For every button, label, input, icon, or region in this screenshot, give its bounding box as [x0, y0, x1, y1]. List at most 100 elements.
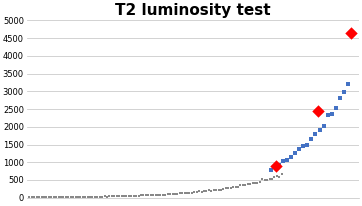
Point: [194, 191, 200, 194]
Point: [203, 189, 209, 192]
Point: [233, 186, 239, 189]
Point: [266, 178, 272, 181]
Point: [262, 178, 268, 181]
Point: [245, 183, 251, 186]
Point: [341, 90, 347, 94]
Point: [131, 194, 136, 197]
Point: [56, 195, 62, 199]
Point: [213, 188, 219, 191]
Point: [53, 195, 59, 199]
Point: [269, 177, 275, 180]
Point: [288, 156, 294, 159]
Point: [104, 195, 110, 198]
Point: [218, 188, 224, 192]
Point: [240, 183, 246, 186]
Point: [26, 196, 32, 199]
Point: [274, 174, 280, 178]
Point: [119, 194, 125, 198]
Point: [114, 195, 119, 198]
Point: [237, 184, 243, 187]
Point: [223, 187, 229, 190]
Point: [292, 152, 298, 155]
Point: [333, 107, 339, 110]
Point: [99, 195, 105, 198]
Point: [49, 195, 54, 199]
Point: [68, 195, 73, 199]
Point: [41, 196, 47, 199]
Point: [315, 109, 320, 112]
Point: [153, 193, 159, 197]
Point: [273, 164, 279, 167]
Point: [189, 191, 195, 194]
Point: [34, 196, 39, 199]
Point: [228, 186, 233, 190]
Point: [146, 194, 151, 197]
Point: [63, 195, 69, 199]
Point: [300, 144, 306, 148]
Point: [280, 159, 286, 163]
Point: [252, 181, 258, 185]
Point: [121, 194, 127, 198]
Point: [247, 182, 253, 185]
Point: [209, 189, 214, 192]
Point: [321, 124, 327, 127]
Point: [116, 194, 122, 198]
Point: [220, 187, 226, 190]
Point: [36, 196, 42, 199]
Point: [143, 194, 149, 197]
Point: [51, 195, 56, 199]
Point: [111, 195, 117, 198]
Point: [136, 194, 142, 197]
Point: [150, 193, 156, 197]
Point: [157, 193, 163, 196]
Point: [329, 112, 335, 115]
Point: [73, 195, 79, 199]
Point: [29, 196, 35, 199]
Point: [66, 195, 71, 199]
Point: [196, 190, 202, 193]
Point: [82, 195, 88, 198]
Point: [201, 190, 207, 193]
Point: [268, 168, 273, 171]
Point: [85, 195, 90, 198]
Point: [39, 196, 45, 199]
Point: [264, 178, 270, 181]
Point: [254, 181, 260, 184]
Point: [235, 185, 241, 188]
Point: [191, 191, 197, 194]
Point: [138, 194, 144, 197]
Point: [165, 193, 171, 196]
Point: [102, 195, 108, 198]
Point: [70, 195, 76, 199]
Point: [90, 195, 96, 198]
Point: [243, 183, 248, 186]
Point: [31, 196, 37, 199]
Point: [77, 195, 83, 199]
Point: [182, 192, 188, 195]
Point: [308, 137, 314, 140]
Point: [337, 96, 343, 100]
Point: [345, 83, 351, 86]
Point: [155, 193, 161, 196]
Point: [211, 188, 216, 192]
Point: [160, 193, 166, 196]
Point: [259, 178, 265, 181]
Point: [325, 114, 331, 117]
Point: [123, 194, 129, 198]
Point: [272, 175, 277, 179]
Point: [226, 186, 231, 190]
Point: [162, 193, 168, 196]
Point: [199, 190, 205, 193]
Point: [97, 195, 103, 198]
Point: [126, 194, 132, 198]
Point: [230, 186, 236, 189]
Point: [172, 192, 178, 195]
Point: [206, 189, 212, 192]
Point: [186, 191, 192, 195]
Point: [174, 192, 180, 195]
Point: [87, 195, 93, 198]
Point: [317, 129, 323, 132]
Point: [170, 192, 176, 195]
Point: [276, 163, 282, 166]
Point: [109, 195, 115, 198]
